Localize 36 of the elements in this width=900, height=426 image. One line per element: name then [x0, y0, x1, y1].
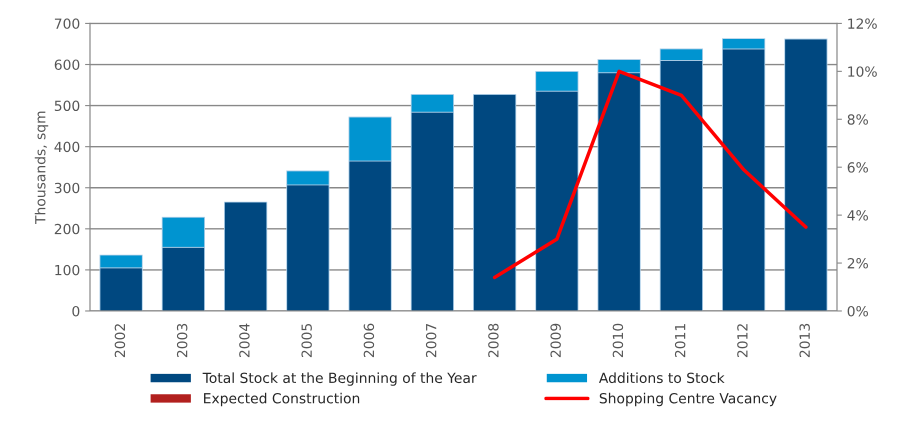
legend-label: Total Stock at the Beginning of the Year [202, 372, 477, 386]
line-series [492, 70, 808, 280]
x-tick-label: 2002 [114, 324, 126, 358]
x-tick-label: 2010 [612, 324, 624, 358]
y-tick-label: 100 [55, 264, 80, 276]
bar [473, 94, 516, 311]
y2-tick-label: 12% [848, 18, 877, 29]
y-tick-label: 700 [54, 18, 80, 29]
x-tick-label: 2009 [550, 324, 561, 358]
bar [224, 202, 268, 311]
x-tick-label: 2005 [301, 324, 312, 358]
y-axis-title: Thousands, sqm [34, 112, 48, 224]
legend-label: Expected Construction [204, 392, 360, 406]
x-tick-label: 2012 [737, 324, 748, 358]
y-tick-label: 0 [72, 306, 80, 316]
x-tick-label: 2011 [674, 324, 686, 358]
x-tick-label: 2007 [426, 324, 436, 358]
x-tick-label: 2003 [176, 324, 188, 358]
y-tick-label: 600 [54, 59, 80, 70]
legend-label: Shopping Centre Vacancy [600, 392, 777, 406]
x-tick-label: 2008 [488, 324, 499, 358]
y-tick-label: 200 [54, 224, 80, 234]
y2-tick-label: 4% [847, 210, 868, 221]
y-tick-label: 400 [54, 142, 80, 152]
y2-tick-label: 8% [848, 114, 868, 125]
legend-label: Additions to Stock [598, 372, 725, 384]
y2-tick-label: 0% [848, 306, 868, 316]
x-tick-label: 2004 [239, 324, 250, 358]
bar [784, 38, 828, 311]
y2-tick-label: 6% [848, 162, 868, 173]
x-tick-label: 2013 [799, 324, 810, 358]
y-tick-label: 300 [54, 182, 80, 194]
y-tick-label: 500 [54, 100, 80, 112]
y2-tick-label: 2% [848, 258, 868, 269]
y2-tick-label: 10% [848, 66, 877, 77]
x-tick-label: 2006 [364, 324, 374, 358]
